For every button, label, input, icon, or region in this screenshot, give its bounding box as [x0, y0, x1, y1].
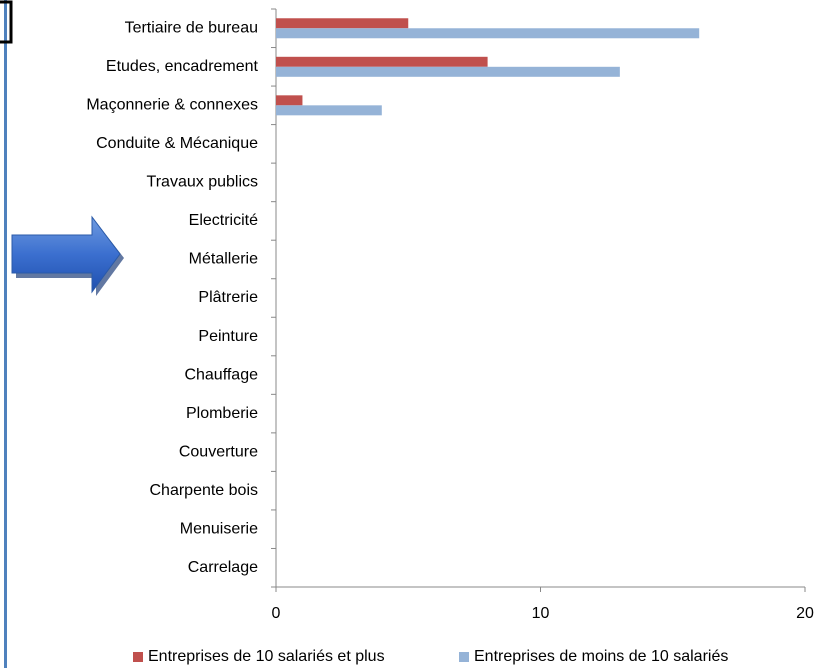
- y-tick-label: Carrelage: [188, 559, 258, 576]
- y-tick-label: Plâtrerie: [198, 289, 258, 306]
- y-tick-label: Conduite & Mécanique: [96, 135, 258, 152]
- y-tick-label: Menuiserie: [180, 520, 258, 537]
- bar: [276, 56, 488, 67]
- y-tick-label: Chauffage: [184, 366, 258, 383]
- x-tick-label: 20: [796, 605, 814, 622]
- y-tick-label: Travaux publics: [147, 174, 258, 191]
- y-tick-label: Couverture: [179, 443, 258, 460]
- legend-swatch: [459, 652, 469, 662]
- x-tick-label: 0: [272, 605, 281, 622]
- y-tick-label: Etudes, encadrement: [106, 58, 259, 75]
- y-tick-label: Métallerie: [189, 251, 258, 268]
- y-tick-label: Tertiaire de bureau: [125, 19, 258, 36]
- bar: [276, 66, 620, 77]
- x-tick-label: 10: [532, 605, 550, 622]
- y-tick-label: Charpente bois: [149, 482, 258, 499]
- y-tick-label: Peinture: [198, 328, 258, 345]
- y-tick-label: Plomberie: [186, 405, 258, 422]
- bar: [276, 105, 382, 116]
- legend-swatch: [133, 652, 143, 662]
- bar: [276, 95, 303, 106]
- legend-label: Entreprises de 10 salariés et plus: [148, 648, 385, 665]
- arrow: [11, 215, 121, 294]
- corner-bracket: [0, 0, 13, 44]
- legend-label: Entreprises de moins de 10 salariés: [474, 648, 728, 665]
- bar: [276, 28, 700, 39]
- left-border: [4, 0, 7, 668]
- bar: [276, 18, 409, 29]
- y-tick-label: Maçonnerie & connexes: [86, 97, 258, 114]
- y-tick-label: Electricité: [189, 212, 258, 229]
